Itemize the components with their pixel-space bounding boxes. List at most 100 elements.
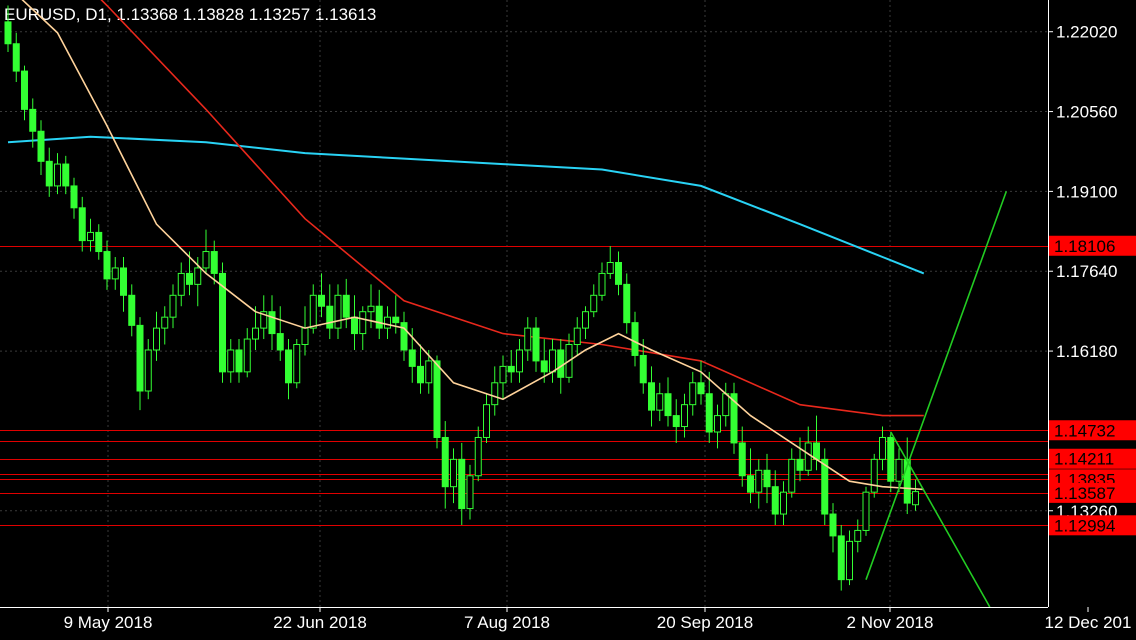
candle-body [37, 130, 45, 162]
candle-body [450, 458, 457, 488]
level-label: 1.18106 [1054, 237, 1115, 256]
price-tick-label: 1.19100 [1056, 182, 1117, 201]
time-tick-label: 9 May 2018 [64, 613, 153, 632]
price-tick-label: 1.17640 [1056, 262, 1117, 281]
candle-body [309, 294, 317, 329]
candle-body [219, 272, 226, 373]
candle-body [697, 382, 705, 395]
candle-body [177, 272, 185, 296]
candle-body [870, 458, 878, 493]
candle-body [714, 415, 721, 433]
candle-body [210, 251, 218, 274]
candle-body [202, 251, 210, 269]
candle-body [54, 163, 61, 187]
candle-body [458, 458, 466, 510]
candle-body [359, 311, 367, 335]
candle-body [879, 436, 886, 460]
candle-body [293, 344, 301, 384]
level-label: 1.14211 [1054, 450, 1114, 469]
candle-body [763, 469, 771, 488]
candle-body [788, 458, 796, 493]
candle-body [87, 231, 94, 242]
candle-body [507, 365, 515, 373]
candle-body [161, 316, 169, 329]
candle-body [540, 360, 548, 373]
candle-body [400, 322, 408, 351]
candle-body [895, 458, 903, 482]
candle-body [747, 475, 754, 493]
candle-body [466, 475, 474, 510]
candle-body [648, 382, 655, 411]
candle-body [285, 349, 292, 384]
candle-body [425, 360, 433, 384]
candle-body [21, 70, 28, 110]
candle-body [590, 294, 598, 313]
candle-body [408, 349, 416, 367]
candle-body [392, 316, 400, 324]
price-tick-label: 1.22020 [1056, 23, 1117, 42]
candle-body [771, 486, 779, 515]
candle-body [128, 294, 136, 326]
time-tick-label: 20 Sep 2018 [657, 613, 753, 632]
candle-body [301, 327, 309, 346]
ma-mid-line [100, 0, 924, 417]
candle-body [144, 349, 152, 392]
level-label-bg [1049, 420, 1136, 441]
candle-body [268, 311, 276, 335]
candle-body [837, 535, 845, 581]
candle-body [227, 349, 235, 373]
candle-body [532, 327, 540, 362]
candle-body [722, 393, 730, 417]
candle-body [491, 382, 499, 406]
candle-body [136, 324, 144, 392]
candle-body [672, 415, 680, 428]
candle-body [730, 393, 738, 444]
candle-body [557, 349, 565, 378]
candle-body [755, 469, 763, 493]
level-label: 1.12994 [1054, 516, 1115, 535]
price-tick-label: 1.20560 [1056, 103, 1117, 122]
candle-body [623, 283, 631, 324]
trend-line-up [865, 191, 1008, 580]
candle-body [70, 185, 78, 209]
ma-slow-line [7, 135, 925, 275]
level-label-bg [1049, 515, 1136, 536]
candle-body [120, 267, 127, 296]
level-label: 1.13587 [1054, 484, 1115, 503]
candle-body [846, 540, 853, 581]
price-axis-area [1048, 0, 1136, 640]
candle-body [276, 333, 284, 351]
candle-body [95, 231, 103, 253]
candle-body [804, 442, 812, 471]
candle-body [606, 261, 614, 274]
time-tick-label: 2 Nov 2018 [847, 613, 934, 632]
level-label-bg [1049, 448, 1136, 469]
candle-body [186, 272, 193, 285]
level-label: 1.14732 [1054, 421, 1115, 440]
candle-body [4, 21, 12, 45]
candle-body [912, 491, 919, 506]
candle-body [252, 327, 259, 340]
candle-body [351, 316, 358, 335]
candle-body [111, 267, 119, 280]
candle-body [326, 305, 334, 329]
candle-body [103, 251, 111, 280]
candle-body [194, 267, 202, 285]
trend-line-down [890, 431, 991, 608]
candle-body [524, 327, 532, 351]
price-tick-label: 1.16180 [1056, 342, 1117, 361]
candle-body [29, 108, 37, 132]
candle-body [62, 163, 70, 187]
candle-body [375, 305, 383, 329]
candle-body [854, 529, 862, 542]
candle-body [664, 393, 672, 417]
candle-body [169, 294, 177, 318]
candle-body [813, 442, 820, 460]
candle-body [516, 349, 523, 373]
candle-body [598, 272, 606, 296]
candle-body [582, 311, 589, 329]
time-tick-label: 22 Jun 2018 [273, 613, 367, 632]
candle-body [862, 491, 870, 531]
time-axis-area [0, 607, 1136, 640]
